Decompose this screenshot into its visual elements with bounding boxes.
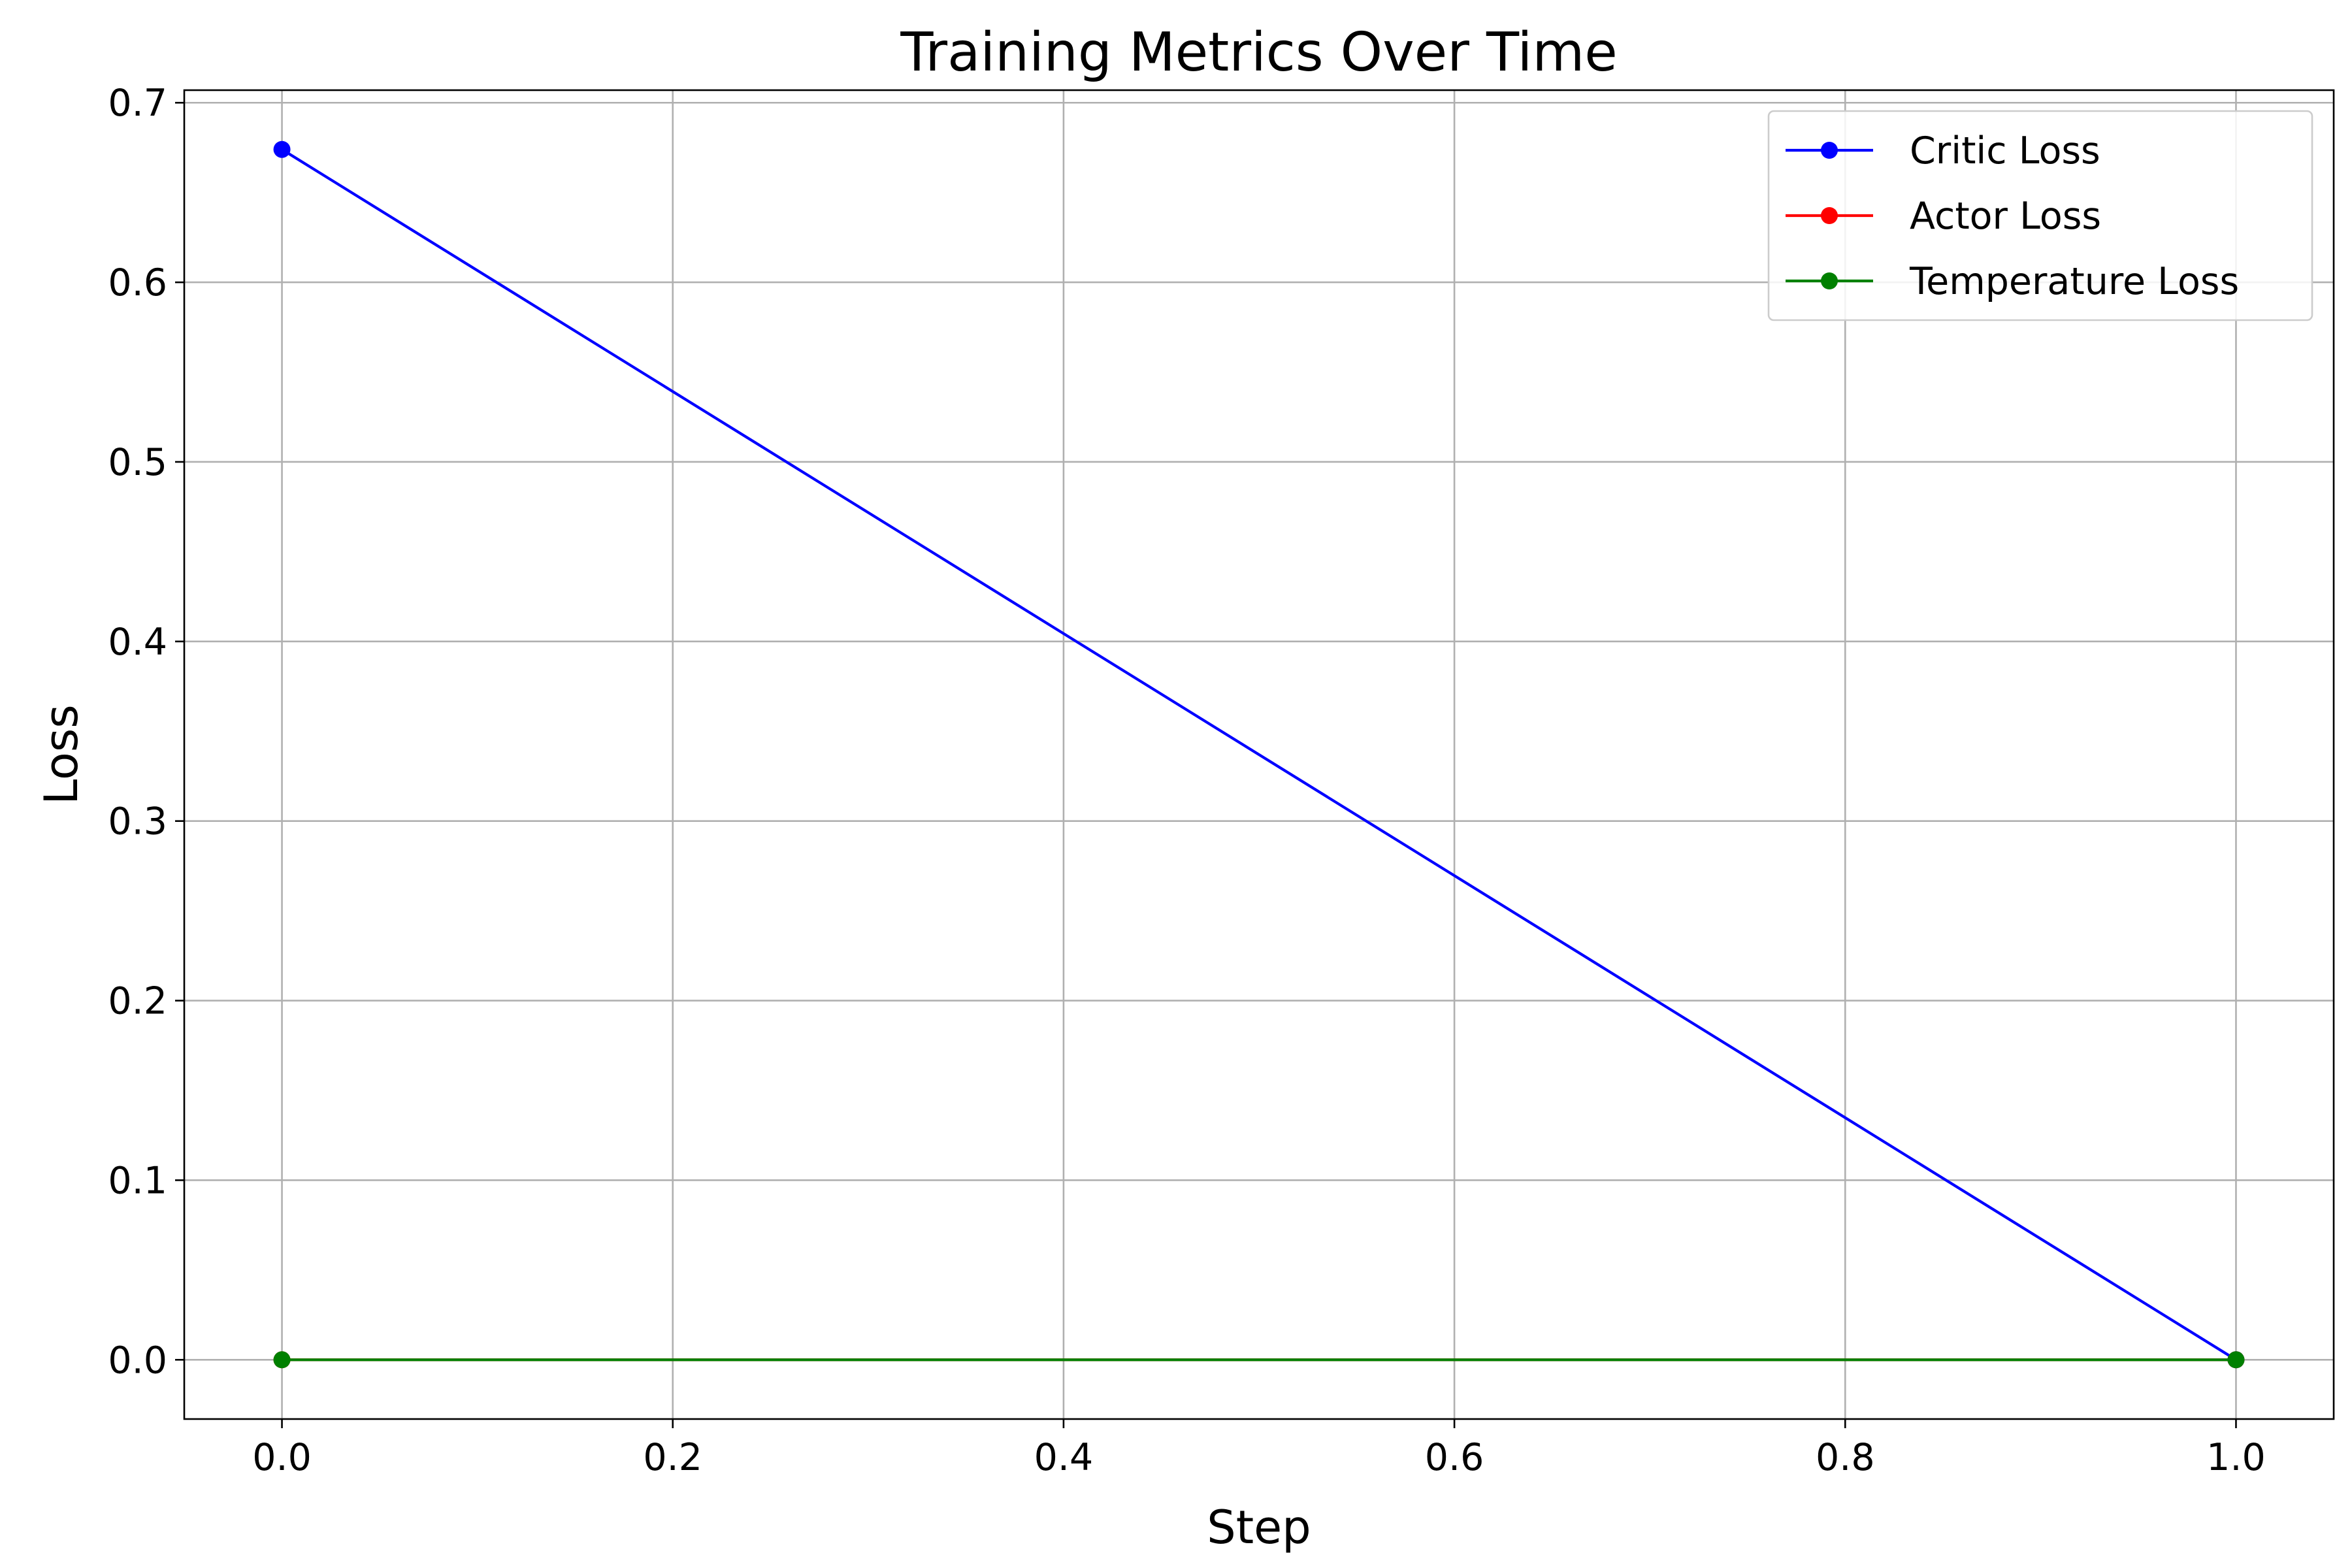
plot-frame xyxy=(183,89,2335,1420)
x-tick-label: 0.8 xyxy=(1816,1436,1875,1479)
legend-label-temperature-loss: Temperature Loss xyxy=(1909,260,2239,303)
critic-loss-point xyxy=(273,140,291,158)
legend-label-critic-loss: Critic Loss xyxy=(1910,129,2100,172)
x-tick-label: 1.0 xyxy=(2206,1436,2266,1479)
y-tick-label: 0.1 xyxy=(108,1159,167,1202)
x-tick-label: 0.0 xyxy=(252,1436,312,1479)
legend: Critic Loss Actor Loss Temperature Loss xyxy=(1767,110,2313,321)
legend-marker-actor-loss xyxy=(1821,207,1838,224)
y-tick-label: 0.5 xyxy=(108,441,167,484)
series-layer xyxy=(273,140,2245,1369)
axis-ticks: 0.0 0.2 0.4 0.6 0.8 1.0 0.0 0.1 0.2 0.3 0.4 0.5 0.6 0… xyxy=(108,82,2265,1479)
legend-marker-critic-loss xyxy=(1821,142,1838,159)
x-axis-label: Step xyxy=(1207,1501,1311,1554)
temperature-loss-point xyxy=(2227,1351,2245,1369)
temperature-loss-point xyxy=(273,1351,291,1369)
grid-lines xyxy=(184,90,2334,1419)
chart-title: Training Metrics Over Time xyxy=(900,22,1617,84)
y-tick-label: 0.6 xyxy=(108,261,167,304)
x-tick-label: 0.4 xyxy=(1034,1436,1094,1479)
y-axis-label: Loss xyxy=(35,704,88,805)
legend-label-actor-loss: Actor Loss xyxy=(1910,195,2101,238)
y-tick-label: 0.3 xyxy=(108,800,167,843)
critic-loss-line xyxy=(281,148,2237,1362)
legend-marker-temperature-loss xyxy=(1821,272,1838,289)
x-tick-label: 0.6 xyxy=(1425,1436,1484,1479)
y-tick-label: 0.4 xyxy=(108,621,167,664)
legend-box xyxy=(1767,110,2313,321)
x-tick-label: 0.2 xyxy=(643,1436,702,1479)
y-tick-label: 0.0 xyxy=(108,1339,167,1382)
y-tick-label: 0.2 xyxy=(108,980,167,1023)
y-tick-label: 0.7 xyxy=(108,82,167,125)
